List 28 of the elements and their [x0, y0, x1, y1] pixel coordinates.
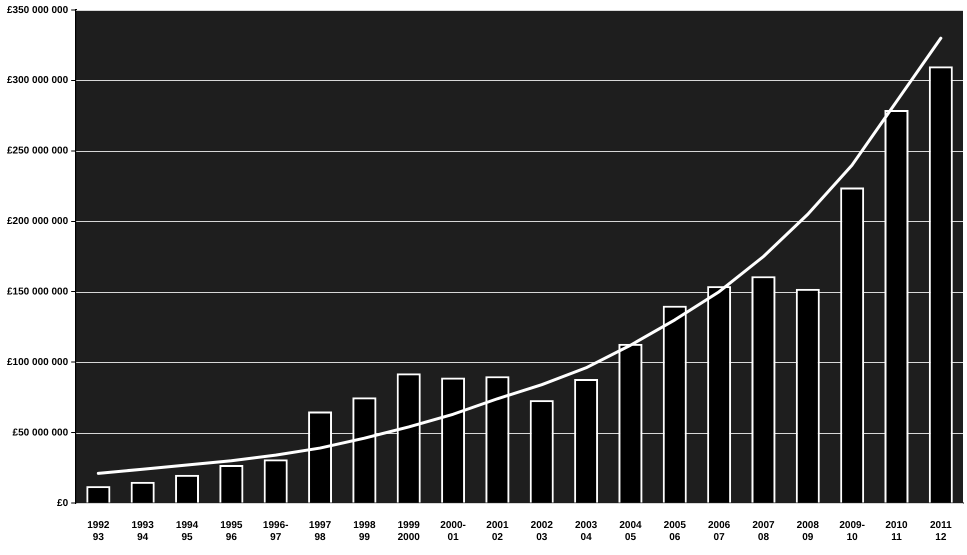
x-tick-label: 1998 99 [353, 520, 376, 543]
x-tick-label: 2002 03 [530, 520, 554, 543]
y-tick-label: £300 000 000 [7, 75, 69, 86]
x-tick-label: 2008 09 [796, 520, 820, 543]
x-tick-label: 2010 11 [885, 520, 908, 543]
x-tick-label: 2006 07 [708, 520, 731, 543]
x-tick-label: 2005 06 [664, 520, 686, 543]
x-tick-label: 1993 94 [132, 520, 154, 543]
y-tick-label: £200 000 000 [7, 216, 69, 228]
x-tick-label: 1992 93 [87, 520, 110, 543]
x-tick-label: 2001 02 [486, 520, 509, 543]
x-tick-label: 1995 96 [220, 520, 243, 543]
y-tick-label: £150 000 000 [7, 286, 69, 298]
x-tick-label: 1994 95 [176, 520, 199, 543]
x-tick-label: 2007 08 [752, 520, 776, 543]
x-tick-label: 2011 12 [930, 520, 952, 543]
x-tick-label: 2009- 10 [839, 520, 865, 543]
y-tick-label: £250 000 000 [7, 146, 69, 157]
y-tick-label: £0 [57, 498, 69, 509]
x-tick-label: 1996- 97 [262, 520, 288, 543]
x-tick-label: 2004 05 [619, 520, 642, 543]
y-tick-label: £100 000 000 [7, 356, 69, 368]
x-tick-label: 2003 04 [574, 520, 598, 543]
x-tick-label: 1999 2000 [398, 520, 420, 543]
y-tick-label: £350 000 000 [7, 4, 69, 16]
x-tick-label: 1997 98 [308, 520, 332, 543]
y-tick-label: £50 000 000 [12, 427, 69, 438]
x-tick-label: 2000- 01 [440, 520, 466, 543]
